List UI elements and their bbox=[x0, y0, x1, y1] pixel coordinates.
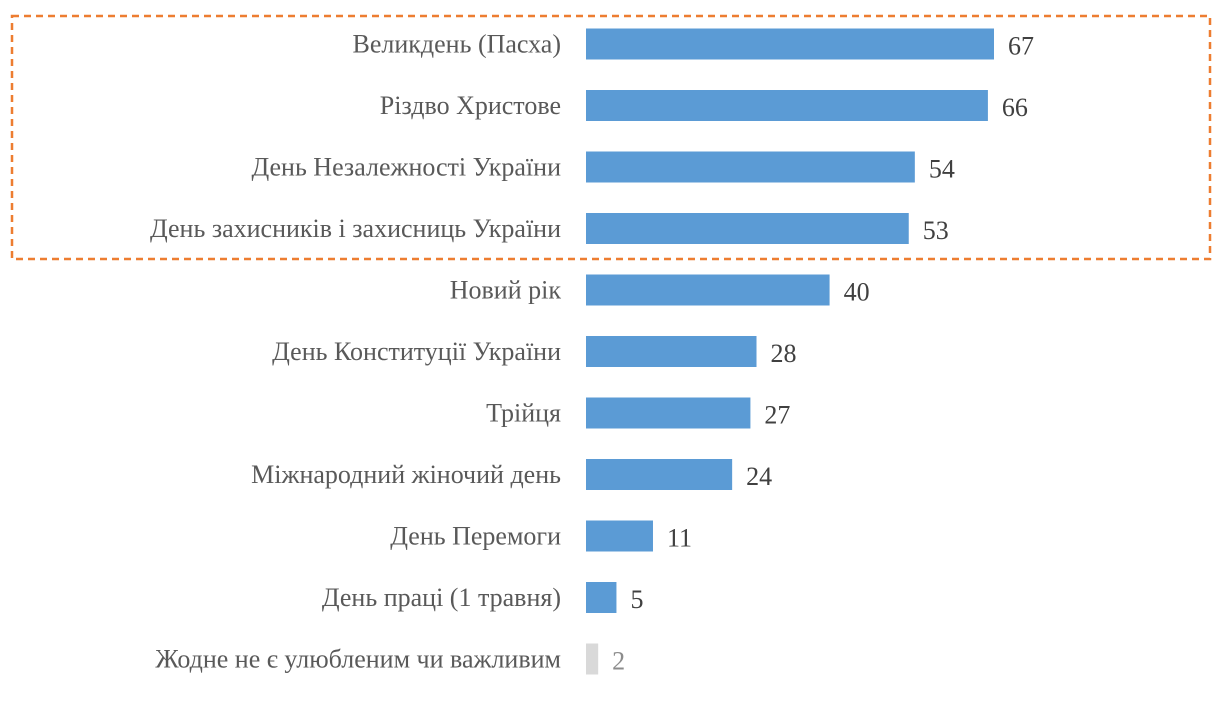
value-label: 53 bbox=[923, 216, 949, 245]
category-label: День Незалежності України bbox=[251, 153, 561, 182]
value-label: 28 bbox=[771, 339, 797, 368]
category-label: Трійця bbox=[486, 399, 561, 428]
category-label: Великдень (Пасха) bbox=[353, 30, 561, 59]
value-label: 5 bbox=[630, 585, 643, 614]
bar bbox=[586, 459, 733, 490]
bar bbox=[586, 643, 599, 675]
category-label: День захисників і захисниць України bbox=[150, 214, 561, 243]
bar bbox=[586, 90, 988, 121]
value-label: 67 bbox=[1008, 32, 1034, 61]
category-label: Різдво Христове bbox=[380, 91, 561, 120]
bar bbox=[586, 336, 757, 367]
bar bbox=[586, 151, 915, 183]
category-label: День праці (1 травня) bbox=[322, 583, 561, 612]
value-label: 40 bbox=[844, 278, 870, 307]
bar bbox=[586, 520, 653, 552]
category-label: Жодне не є улюбленим чи важливим bbox=[155, 645, 561, 674]
value-label: 2 bbox=[612, 647, 625, 676]
value-label: 11 bbox=[667, 524, 692, 553]
value-label: 24 bbox=[746, 462, 772, 491]
bar bbox=[586, 582, 617, 613]
bar bbox=[586, 28, 994, 60]
bar bbox=[586, 213, 909, 244]
value-label: 27 bbox=[764, 401, 790, 430]
category-label: День Перемоги bbox=[390, 522, 561, 551]
category-label: День Конституції України bbox=[272, 337, 561, 366]
value-label: 54 bbox=[929, 155, 955, 184]
value-label: 66 bbox=[1002, 93, 1028, 122]
category-label: Міжнародний жіночий день bbox=[251, 460, 561, 489]
category-label: Новий рік bbox=[450, 276, 562, 305]
highlight-box bbox=[10, 14, 1212, 261]
bar bbox=[586, 397, 751, 429]
bar bbox=[586, 274, 830, 306]
